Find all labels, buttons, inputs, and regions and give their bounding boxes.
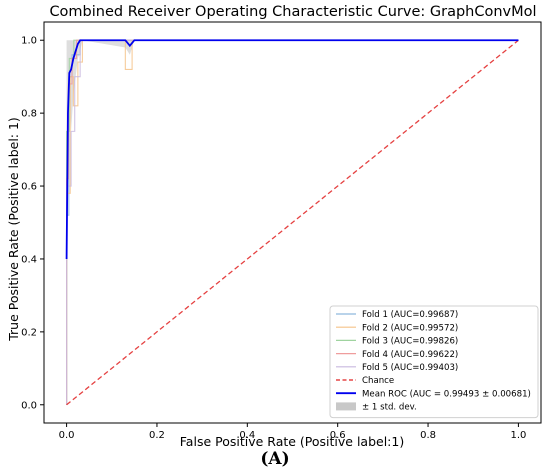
y-tick-label: 1.0 <box>21 36 37 47</box>
legend-label-1: Fold 1 (AUC=0.99687) <box>362 310 458 320</box>
y-tick-label: 0.4 <box>21 254 37 265</box>
legend-label-7: Mean ROC (AUC = 0.99493 ± 0.00681) <box>362 389 531 399</box>
x-tick-label: 0.0 <box>59 430 75 441</box>
legend-label-6: Chance <box>362 376 394 386</box>
y-axis-label: True Positive Rate (Positive label: 1) <box>6 117 21 342</box>
legend-label-4: Fold 4 (AUC=0.99622) <box>362 350 458 360</box>
x-tick-label: 0.6 <box>330 430 346 441</box>
x-tick-label: 1.0 <box>510 430 526 441</box>
chart-title: Combined Receiver Operating Characterist… <box>49 4 536 20</box>
series-line-3 <box>66 39 519 405</box>
x-tick-label: 0.8 <box>420 430 436 441</box>
axes: 0.0 0.2 0.4 0.6 0.8 1.0 0.0 0.2 0.4 0.6 0.8 1.0 <box>21 21 542 441</box>
y-tick-label: 0.0 <box>21 400 37 411</box>
roc-chart: Combined Receiver Operating Characterist… <box>6 4 542 449</box>
legend: Fold 1 (AUC=0.99687) Fold 2 (AUC=0.99572)… <box>329 305 539 419</box>
plot-area <box>65 39 519 406</box>
series-line-2 <box>66 39 519 405</box>
figure-caption: (A) <box>260 449 290 469</box>
x-axis-label: False Positive Rate (Positive label:1) <box>180 434 404 449</box>
x-tick-label: 0.2 <box>149 430 165 441</box>
series-line-7 <box>65 39 519 259</box>
y-tick-label: 0.2 <box>21 327 37 338</box>
legend-label-3: Fold 3 (AUC=0.99826) <box>362 337 458 347</box>
y-tick-label: 0.6 <box>21 182 37 193</box>
legend-label-band: ± 1 std. dev. <box>362 403 417 413</box>
plot-frame <box>43 21 542 424</box>
series-line-6 <box>66 39 519 406</box>
legend-label-2: Fold 2 (AUC=0.99572) <box>362 323 458 333</box>
legend-swatch-band <box>336 402 356 411</box>
x-tick-label: 0.4 <box>239 430 255 441</box>
y-tick-label: 0.8 <box>21 109 37 120</box>
legend-box <box>329 305 539 419</box>
legend-label-5: Fold 5 (AUC=0.99403) <box>362 363 458 373</box>
